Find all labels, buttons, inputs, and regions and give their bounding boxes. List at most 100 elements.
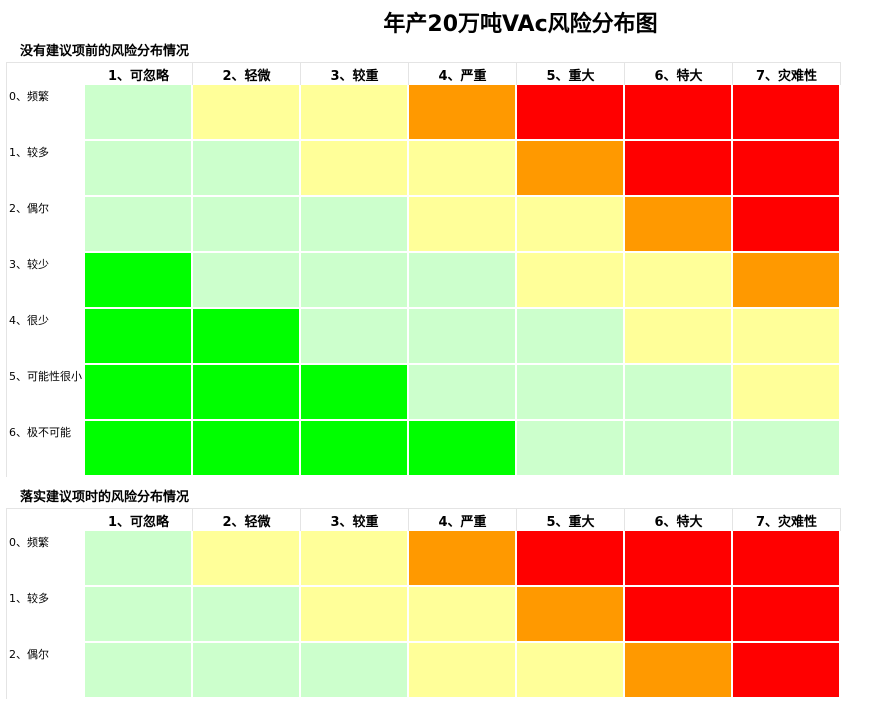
risk-cell [625, 85, 733, 141]
matrix-row: 1、较多 [6, 587, 841, 643]
risk-cell [409, 85, 517, 141]
risk-cell [517, 141, 625, 197]
header-row: 1、可忽略 2、轻微 3、较重 4、严重 5、重大 6、特大 7、灾难性 [6, 508, 841, 531]
risk-cell [733, 253, 841, 309]
risk-cell [517, 643, 625, 699]
risk-cell [85, 309, 193, 365]
risk-cell [733, 365, 841, 421]
severity-header: 7、灾难性 [733, 62, 841, 85]
severity-header: 4、严重 [409, 62, 517, 85]
risk-cell [85, 643, 193, 699]
risk-cell [301, 421, 409, 477]
risk-cell [625, 309, 733, 365]
risk-cell [85, 197, 193, 253]
risk-cell [733, 421, 841, 477]
risk-cell [625, 587, 733, 643]
risk-cell [625, 141, 733, 197]
matrix-row: 2、偶尔 [6, 197, 841, 253]
risk-cell [409, 365, 517, 421]
risk-cell [517, 365, 625, 421]
risk-cell [733, 141, 841, 197]
severity-header: 5、重大 [517, 508, 625, 531]
matrix-row: 1、较多 [6, 141, 841, 197]
likelihood-label: 6、极不可能 [6, 421, 85, 477]
risk-cell [517, 85, 625, 141]
risk-cell [409, 197, 517, 253]
severity-header: 5、重大 [517, 62, 625, 85]
section-title-before: 没有建议项前的风险分布情况 [20, 44, 190, 59]
severity-header: 6、特大 [625, 62, 733, 85]
severity-header: 2、轻微 [193, 62, 301, 85]
corner-cell [6, 508, 85, 531]
risk-cell [409, 531, 517, 587]
likelihood-label: 4、很少 [6, 309, 85, 365]
matrix-row: 6、极不可能 [6, 421, 841, 477]
risk-cell [193, 253, 301, 309]
risk-cell [733, 587, 841, 643]
risk-cell [301, 253, 409, 309]
risk-cell [625, 253, 733, 309]
likelihood-label: 5、可能性很小 [6, 365, 85, 421]
matrix-row: 4、很少 [6, 309, 841, 365]
risk-cell [85, 531, 193, 587]
likelihood-label: 1、较多 [6, 141, 85, 197]
risk-cell [409, 309, 517, 365]
risk-cell [733, 531, 841, 587]
severity-header: 3、较重 [301, 62, 409, 85]
risk-cell [193, 531, 301, 587]
risk-cell [301, 141, 409, 197]
risk-cell [517, 197, 625, 253]
matrix-row: 3、较少 [6, 253, 841, 309]
risk-cell [193, 197, 301, 253]
severity-header: 3、较重 [301, 508, 409, 531]
severity-header: 7、灾难性 [733, 508, 841, 531]
likelihood-label: 3、较少 [6, 253, 85, 309]
risk-cell [193, 643, 301, 699]
risk-cell [193, 309, 301, 365]
severity-header: 2、轻微 [193, 508, 301, 531]
risk-cell [409, 643, 517, 699]
risk-cell [409, 421, 517, 477]
risk-cell [517, 309, 625, 365]
risk-cell [625, 365, 733, 421]
corner-cell [6, 62, 85, 85]
matrix-row: 5、可能性很小 [6, 365, 841, 421]
risk-cell [625, 197, 733, 253]
risk-cell [85, 141, 193, 197]
risk-cell [409, 587, 517, 643]
matrix-row: 2、偶尔 [6, 643, 841, 699]
risk-cell [733, 85, 841, 141]
risk-cell [517, 253, 625, 309]
severity-header: 1、可忽略 [85, 62, 193, 85]
risk-cell [301, 643, 409, 699]
likelihood-label: 0、频繁 [6, 531, 85, 587]
risk-cell [85, 365, 193, 421]
risk-matrix-before: 1、可忽略 2、轻微 3、较重 4、严重 5、重大 6、特大 7、灾难性 0、频… [6, 62, 841, 477]
risk-cell [625, 643, 733, 699]
risk-cell [85, 421, 193, 477]
risk-cell [301, 531, 409, 587]
risk-cell [733, 197, 841, 253]
risk-cell [85, 85, 193, 141]
risk-cell [517, 587, 625, 643]
risk-cell [733, 643, 841, 699]
risk-cell [517, 421, 625, 477]
section-title-after: 落实建议项时的风险分布情况 [20, 490, 190, 505]
risk-cell [625, 531, 733, 587]
risk-cell [193, 365, 301, 421]
matrix-row: 0、频繁 [6, 531, 841, 587]
risk-cell [193, 421, 301, 477]
severity-header: 1、可忽略 [85, 508, 193, 531]
severity-header: 6、特大 [625, 508, 733, 531]
severity-header: 4、严重 [409, 508, 517, 531]
risk-cell [625, 421, 733, 477]
risk-cell [301, 197, 409, 253]
likelihood-label: 2、偶尔 [6, 643, 85, 699]
risk-cell [193, 587, 301, 643]
risk-cell [301, 365, 409, 421]
likelihood-label: 1、较多 [6, 587, 85, 643]
likelihood-label: 2、偶尔 [6, 197, 85, 253]
likelihood-label: 0、频繁 [6, 85, 85, 141]
risk-cell [193, 85, 301, 141]
matrix-row: 0、频繁 [6, 85, 841, 141]
